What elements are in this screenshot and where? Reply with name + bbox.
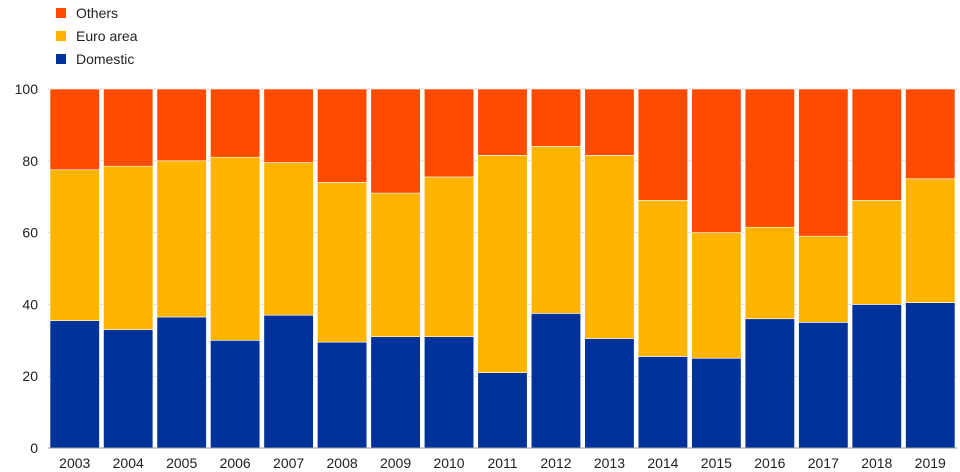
x-tick-label-2019: 2019 — [915, 455, 946, 471]
bar-euro-area-2008 — [317, 182, 368, 343]
x-tick-label-2009: 2009 — [380, 455, 411, 471]
x-tick-label-2015: 2015 — [701, 455, 732, 471]
y-tick-label-100: 100 — [15, 81, 39, 97]
bar-euro-area-2011 — [477, 155, 528, 373]
legend-label: Others — [76, 5, 119, 21]
y-tick-label-80: 80 — [22, 153, 38, 169]
bar-others-2015 — [691, 88, 742, 233]
x-tick-label-2012: 2012 — [540, 455, 571, 471]
bar-others-2003 — [49, 88, 100, 171]
legend-swatch — [56, 8, 66, 18]
bar-domestic-2013 — [584, 338, 635, 449]
bar-others-2007 — [263, 88, 314, 163]
bar-others-2011 — [477, 88, 528, 156]
bar-domestic-2016 — [744, 318, 795, 449]
bar-domestic-2005 — [156, 316, 207, 449]
bar-others-2017 — [798, 88, 849, 237]
bar-euro-area-2003 — [49, 169, 100, 321]
bar-others-2013 — [584, 88, 635, 156]
bar-domestic-2015 — [691, 357, 742, 449]
bar-euro-area-2006 — [210, 156, 261, 341]
y-tick-label-0: 0 — [30, 440, 38, 456]
legend-swatch — [56, 31, 66, 41]
bar-euro-area-2007 — [263, 162, 314, 316]
x-tick-label-2007: 2007 — [273, 455, 304, 471]
bar-others-2009 — [370, 88, 421, 194]
bar-others-2016 — [744, 88, 795, 228]
legend-label: Domestic — [76, 51, 135, 67]
bar-euro-area-2005 — [156, 160, 207, 318]
bar-others-2010 — [423, 88, 475, 178]
bar-euro-area-2019 — [905, 178, 956, 303]
bar-others-2018 — [851, 88, 902, 201]
bar-others-2005 — [156, 88, 207, 162]
x-tick-label-2005: 2005 — [166, 455, 197, 471]
x-tick-label-2018: 2018 — [861, 455, 892, 471]
bar-euro-area-2009 — [370, 192, 421, 338]
bar-others-2012 — [530, 88, 582, 147]
bar-domestic-2010 — [423, 336, 475, 449]
bar-euro-area-2016 — [744, 226, 795, 320]
legend-item-euro-area: Euro area — [56, 28, 137, 44]
bar-domestic-2006 — [210, 339, 261, 449]
x-tick-label-2011: 2011 — [487, 455, 517, 471]
x-tick-label-2017: 2017 — [808, 455, 839, 471]
x-tick-label-2016: 2016 — [754, 455, 785, 471]
bar-others-2004 — [103, 88, 154, 167]
bar-others-2006 — [210, 88, 261, 158]
bar-domestic-2017 — [798, 322, 849, 449]
bar-domestic-2003 — [49, 320, 100, 449]
bar-euro-area-2018 — [851, 199, 902, 305]
bar-euro-area-2004 — [103, 165, 154, 330]
x-tick-label-2006: 2006 — [220, 455, 251, 471]
bar-others-2008 — [317, 88, 368, 183]
y-tick-label-60: 60 — [22, 225, 38, 241]
bar-euro-area-2010 — [423, 176, 475, 338]
x-tick-label-2010: 2010 — [433, 455, 464, 471]
bar-euro-area-2012 — [530, 146, 582, 314]
bar-others-2014 — [637, 88, 688, 201]
bar-domestic-2018 — [851, 304, 902, 449]
x-tick-label-2004: 2004 — [113, 455, 144, 471]
bar-domestic-2007 — [263, 314, 314, 449]
x-tick-label-2014: 2014 — [647, 455, 678, 471]
bar-domestic-2004 — [103, 329, 154, 449]
bar-domestic-2009 — [370, 336, 421, 449]
x-tick-label-2008: 2008 — [327, 455, 358, 471]
bar-domestic-2014 — [637, 356, 688, 449]
y-tick-label-40: 40 — [22, 296, 38, 312]
legend-item-domestic: Domestic — [56, 51, 134, 67]
x-tick-label-2013: 2013 — [594, 455, 625, 471]
bar-domestic-2008 — [317, 341, 368, 449]
y-tick-label-20: 20 — [22, 368, 38, 384]
bar-euro-area-2017 — [798, 235, 849, 323]
bar-euro-area-2014 — [637, 199, 688, 357]
bar-domestic-2012 — [530, 313, 582, 449]
bar-euro-area-2015 — [691, 232, 742, 359]
legend-item-others: Others — [56, 5, 118, 21]
x-tick-label-2003: 2003 — [59, 455, 90, 471]
bar-euro-area-2013 — [584, 155, 635, 339]
bar-domestic-2019 — [905, 302, 956, 449]
legend-swatch — [56, 54, 66, 64]
legend-label: Euro area — [76, 28, 138, 44]
bar-others-2019 — [905, 88, 956, 180]
bar-domestic-2011 — [477, 372, 528, 449]
